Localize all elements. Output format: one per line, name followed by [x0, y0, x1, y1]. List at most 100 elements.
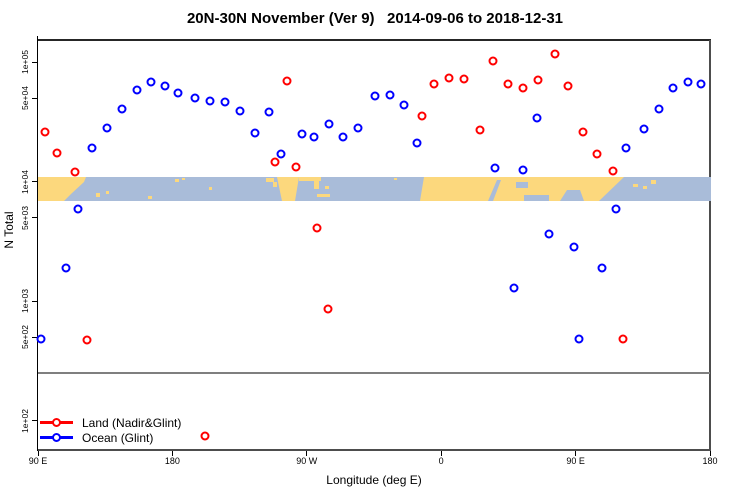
- y-tick: [32, 97, 37, 99]
- data-point-land: [52, 148, 62, 158]
- y-tick: [32, 217, 37, 219]
- data-point-ocean: [683, 77, 693, 87]
- y-tick: [32, 181, 37, 183]
- water-shape: [560, 190, 584, 201]
- land-shape: [96, 193, 100, 197]
- data-point-ocean: [160, 81, 170, 91]
- data-point-land: [550, 49, 560, 59]
- data-point-ocean: [399, 100, 409, 110]
- data-point-ocean: [73, 204, 83, 214]
- data-point-land: [82, 335, 92, 345]
- land-shape: [633, 184, 638, 187]
- data-point-ocean: [220, 97, 230, 107]
- legend-item: Ocean (Glint): [40, 430, 181, 445]
- data-point-ocean: [61, 263, 71, 273]
- land-shape: [209, 187, 212, 190]
- data-point-ocean: [117, 104, 127, 114]
- data-point-ocean: [518, 165, 528, 175]
- data-point-ocean: [250, 128, 260, 138]
- x-tick: [37, 451, 39, 456]
- data-point-ocean: [338, 132, 348, 142]
- y-tick: [32, 61, 37, 63]
- data-point-ocean: [532, 113, 542, 123]
- land-shape: [148, 196, 152, 199]
- land-shape: [394, 178, 397, 180]
- data-point-land: [475, 125, 485, 135]
- x-tick-label: 0: [438, 456, 444, 466]
- legend-line: [40, 433, 73, 442]
- data-point-ocean: [696, 79, 706, 89]
- data-point-ocean: [621, 143, 631, 153]
- land-shape: [266, 178, 274, 182]
- water-shape: [488, 180, 501, 201]
- chart-title: 20N-30N November (Ver 9) 2014-09-06 to 2…: [186, 10, 564, 27]
- plot-border-right: [709, 40, 711, 451]
- latitude-band-map-strip: [38, 177, 711, 201]
- x-tick-label: 90 W: [296, 456, 318, 466]
- legend-line: [40, 418, 73, 427]
- x-tick-label: 90 E: [28, 456, 48, 466]
- data-point-ocean: [544, 229, 554, 239]
- land-shape: [106, 191, 109, 194]
- land-shape: [182, 178, 185, 180]
- data-point-ocean: [235, 106, 245, 116]
- legend-label: Land (Nadir&Glint): [82, 415, 182, 430]
- data-point-land: [429, 79, 439, 89]
- x-tick: [575, 451, 577, 456]
- data-point-land: [592, 149, 601, 159]
- data-point-ocean: [654, 104, 664, 114]
- data-point-land: [518, 83, 528, 93]
- land-shape: [651, 180, 656, 184]
- data-point-ocean: [574, 334, 584, 344]
- data-point-ocean: [205, 96, 215, 106]
- y-tick-label: 1e+04: [20, 169, 30, 194]
- y-tick-label: 5e+04: [20, 86, 30, 110]
- data-point-land: [200, 431, 210, 441]
- land-shape: [317, 194, 330, 197]
- data-point-land: [70, 167, 80, 177]
- x-tick-label: 90 E: [566, 456, 585, 466]
- water-shape: [524, 195, 549, 201]
- data-point-ocean: [597, 263, 607, 273]
- y-tick: [32, 420, 37, 422]
- x-tick: [709, 451, 711, 456]
- legend-open-circle-icon: [52, 433, 61, 442]
- data-point-land: [608, 166, 618, 176]
- water-shape: [516, 182, 528, 188]
- land-shape: [420, 177, 624, 201]
- data-point-ocean: [668, 83, 678, 93]
- data-point-ocean: [385, 90, 395, 100]
- data-point-land: [282, 76, 292, 86]
- data-point-ocean: [611, 204, 621, 214]
- data-point-ocean: [639, 124, 649, 134]
- legend: Land (Nadir&Glint) Ocean (Glint): [40, 415, 181, 445]
- data-point-land: [312, 223, 322, 233]
- y-tick: [32, 300, 37, 302]
- data-point-ocean: [102, 123, 112, 133]
- data-point-land: [444, 73, 454, 83]
- land-shape: [175, 179, 179, 182]
- data-point-land: [417, 111, 427, 121]
- data-point-land: [563, 81, 573, 91]
- data-point-ocean: [412, 138, 422, 148]
- data-point-land: [270, 157, 280, 167]
- data-point-ocean: [309, 132, 319, 142]
- data-point-ocean: [173, 88, 183, 98]
- legend-item: Land (Nadir&Glint): [40, 415, 181, 430]
- y-tick-label: 5e+02: [20, 325, 30, 350]
- y-axis-title: N Total: [2, 211, 16, 249]
- data-point-land: [291, 162, 301, 172]
- x-axis-title: Longitude (deg E): [326, 473, 422, 487]
- data-point-ocean: [264, 107, 274, 117]
- data-point-land: [323, 304, 333, 314]
- y-tick: [32, 336, 37, 338]
- x-tick-label: 180: [164, 456, 180, 466]
- y-tick-label: 1e+03: [20, 289, 30, 314]
- data-point-ocean: [36, 334, 46, 344]
- x-tick: [440, 451, 442, 456]
- data-point-land: [459, 74, 469, 84]
- data-point-land: [533, 75, 543, 85]
- data-point-ocean: [190, 93, 200, 103]
- land-shape: [38, 177, 86, 201]
